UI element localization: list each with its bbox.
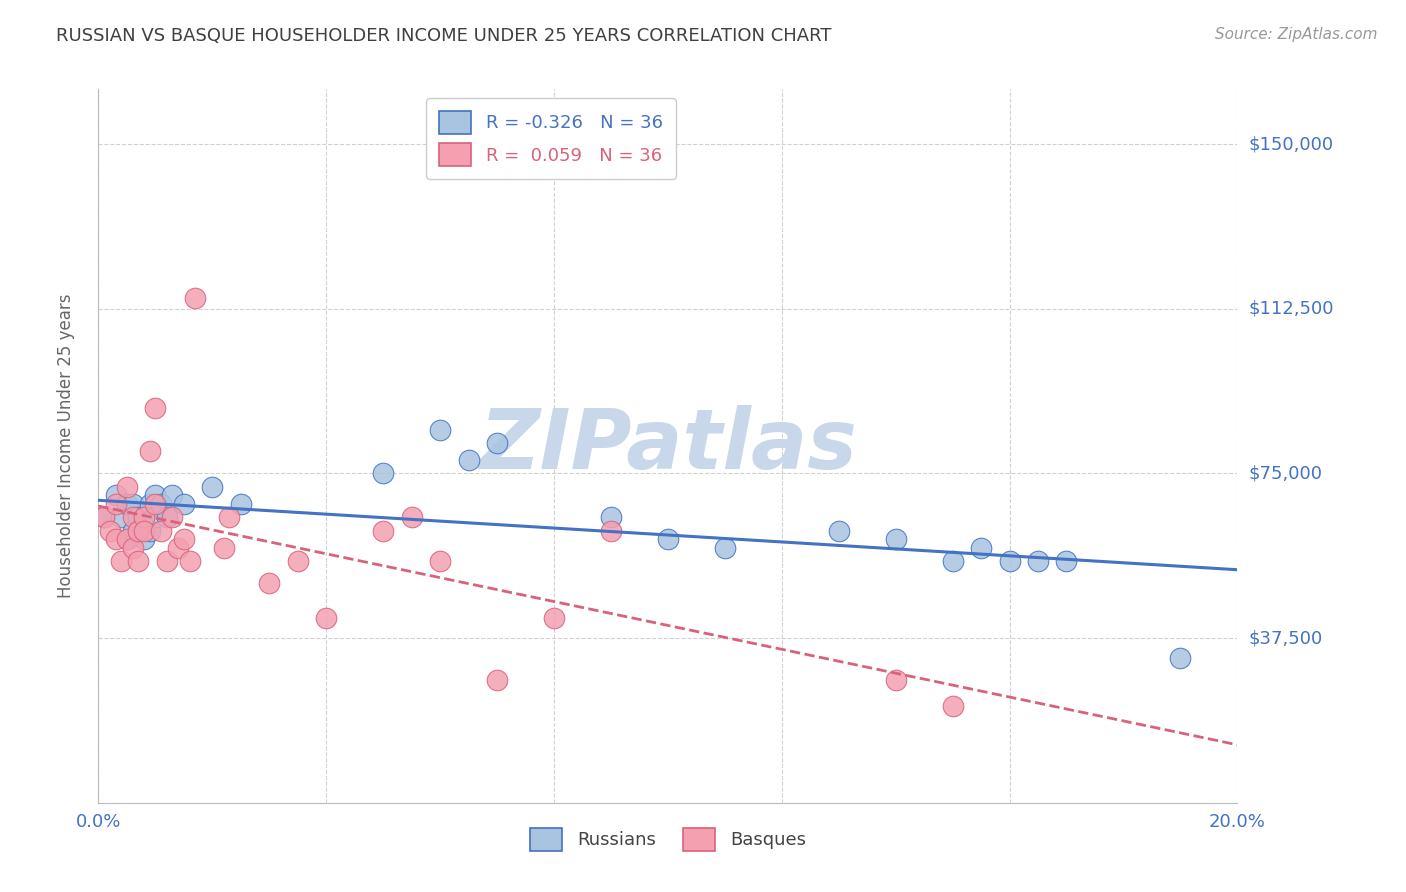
Point [121,497,143,511]
Point [1170,651,1192,665]
Point [201,480,224,494]
Point [287,554,309,568]
Point [145,488,167,502]
Point [132,524,155,538]
Point [104,497,127,511]
Point [173,533,195,547]
Point [942,699,965,714]
Point [115,533,138,547]
Text: Source: ZipAtlas.com: Source: ZipAtlas.com [1215,27,1378,42]
Point [543,611,565,625]
Point [162,488,184,502]
Point [942,554,965,568]
Point [121,541,143,555]
Point [110,554,132,568]
Point [150,497,173,511]
Point [127,510,149,524]
Point [486,435,509,450]
Point [104,488,127,502]
Point [184,291,207,305]
Text: RUSSIAN VS BASQUE HOUSEHOLDER INCOME UNDER 25 YEARS CORRELATION CHART: RUSSIAN VS BASQUE HOUSEHOLDER INCOME UND… [56,27,832,45]
Point [121,510,143,524]
Legend: Russians, Basques: Russians, Basques [523,821,813,858]
Point [127,524,149,538]
Point [1056,554,1078,568]
Point [218,510,240,524]
Point [212,541,235,555]
Point [145,510,167,524]
Point [138,497,160,511]
Point [315,611,337,625]
Point [138,444,160,458]
Point [115,497,138,511]
Point [1026,554,1049,568]
Point [156,554,179,568]
Point [173,497,195,511]
Point [127,524,149,538]
Point [138,524,160,538]
Point [98,524,121,538]
Text: $112,500: $112,500 [1249,300,1334,318]
Point [110,510,132,524]
Text: $75,000: $75,000 [1249,465,1323,483]
Point [132,510,155,524]
Point [714,541,737,555]
Point [162,510,184,524]
Point [93,510,115,524]
Point [401,510,423,524]
Point [259,576,281,591]
Point [115,533,138,547]
Point [828,524,851,538]
Point [145,497,167,511]
Point [115,480,138,494]
Text: ZIPatlas: ZIPatlas [479,406,856,486]
Point [884,533,907,547]
Text: $37,500: $37,500 [1249,629,1323,647]
Point [121,524,143,538]
Point [429,554,451,568]
Point [132,510,155,524]
Y-axis label: Householder Income Under 25 years: Householder Income Under 25 years [56,293,75,599]
Point [486,673,509,687]
Point [657,533,679,547]
Point [970,541,993,555]
Point [127,554,149,568]
Point [457,453,479,467]
Point [132,533,155,547]
Point [145,401,167,415]
Text: $150,000: $150,000 [1249,135,1333,153]
Point [600,510,623,524]
Point [93,510,115,524]
Point [373,467,395,481]
Point [167,541,190,555]
Point [884,673,907,687]
Point [179,554,201,568]
Point [150,524,173,538]
Point [373,524,395,538]
Point [229,497,252,511]
Point [998,554,1021,568]
Point [104,533,127,547]
Point [156,510,179,524]
Point [600,524,623,538]
Point [429,423,451,437]
